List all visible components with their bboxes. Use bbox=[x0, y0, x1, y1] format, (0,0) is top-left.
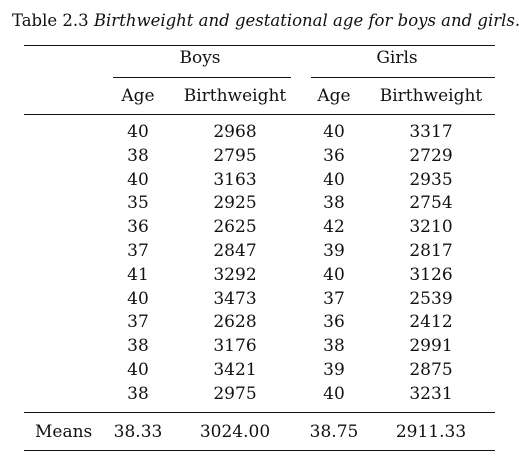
cell-girls-age: 39 bbox=[323, 241, 345, 261]
cell-boys-age: 35 bbox=[127, 193, 149, 214]
cell-boys-birthweight: 2847 bbox=[213, 241, 257, 261]
cell-boys-age: 38 bbox=[127, 336, 149, 357]
means-rule bbox=[24, 412, 495, 413]
cell-girls-birthweight: 3231 bbox=[409, 383, 453, 404]
cell-boys-birthweight: 3163 bbox=[213, 169, 257, 190]
group-header-boys: Boys bbox=[179, 48, 221, 68]
means-girls-age: 38.75 bbox=[309, 422, 359, 442]
cell-girls-birthweight: 2935 bbox=[409, 169, 453, 190]
means-boys-birthweight: 3024.00 bbox=[199, 422, 271, 442]
cell-boys-birthweight: 3473 bbox=[213, 288, 257, 309]
means-boys-age: 38.33 bbox=[113, 422, 163, 442]
cell-boys-birthweight: 2795 bbox=[213, 145, 257, 166]
cell-girls-birthweight: 3210 bbox=[409, 217, 453, 238]
column-header-boys-age: Age bbox=[121, 86, 155, 106]
cell-girls-birthweight: 2817 bbox=[409, 241, 453, 261]
cell-girls-birthweight: 2754 bbox=[409, 193, 453, 214]
column-header-boys-birthweight: Birthweight bbox=[183, 86, 287, 106]
cell-boys-birthweight: 3176 bbox=[213, 336, 257, 357]
column-header-girls-birthweight: Birthweight bbox=[379, 86, 483, 106]
caption-label: Table 2.3 bbox=[12, 11, 89, 30]
cell-girls-age: 38 bbox=[323, 336, 345, 357]
cell-girls-birthweight: 2875 bbox=[409, 360, 453, 380]
cell-girls-age: 40 bbox=[323, 383, 345, 404]
cell-girls-age: 40 bbox=[323, 169, 345, 190]
means-label: Means bbox=[35, 422, 93, 442]
cell-boys-birthweight: 2625 bbox=[213, 217, 257, 238]
cell-boys-birthweight: 2925 bbox=[213, 193, 257, 214]
cell-boys-age: 37 bbox=[127, 312, 149, 333]
cell-girls-age: 37 bbox=[323, 288, 345, 309]
cell-girls-birthweight: 3126 bbox=[409, 264, 453, 285]
cell-boys-age: 40 bbox=[127, 288, 149, 309]
cell-boys-birthweight: 2628 bbox=[213, 312, 257, 333]
cell-girls-birthweight: 3317 bbox=[409, 122, 453, 142]
cell-boys-birthweight: 3421 bbox=[213, 360, 257, 380]
cell-girls-age: 40 bbox=[323, 264, 345, 285]
column-header-girls-age: Age bbox=[317, 86, 351, 106]
cell-boys-age: 41 bbox=[127, 264, 149, 285]
cell-boys-age: 37 bbox=[127, 241, 149, 261]
cell-girls-birthweight: 2539 bbox=[409, 288, 453, 309]
cell-boys-age: 36 bbox=[127, 217, 149, 238]
header-rule bbox=[24, 114, 495, 115]
cell-girls-age: 38 bbox=[323, 193, 345, 214]
cell-girls-age: 40 bbox=[323, 122, 345, 142]
cell-girls-birthweight: 2729 bbox=[409, 145, 453, 166]
boys-group-rule bbox=[113, 77, 291, 78]
caption-text: Birthweight and gestational age for boys… bbox=[93, 11, 519, 30]
cell-boys-age: 40 bbox=[127, 122, 149, 142]
cell-boys-birthweight: 2968 bbox=[213, 122, 257, 142]
cell-girls-age: 39 bbox=[323, 360, 345, 380]
cell-girls-age: 36 bbox=[323, 312, 345, 333]
top-rule bbox=[24, 45, 495, 46]
table-caption: Table 2.3 Birthweight and gestational ag… bbox=[12, 10, 519, 32]
cell-girls-age: 42 bbox=[323, 217, 345, 238]
cell-girls-birthweight: 2412 bbox=[409, 312, 453, 333]
cell-boys-age: 40 bbox=[127, 360, 149, 380]
cell-boys-age: 38 bbox=[127, 383, 149, 404]
girls-group-rule bbox=[311, 77, 495, 78]
cell-girls-age: 36 bbox=[323, 145, 345, 166]
cell-boys-age: 40 bbox=[127, 169, 149, 190]
cell-girls-birthweight: 2991 bbox=[409, 336, 453, 357]
group-header-girls: Girls bbox=[376, 48, 418, 68]
bottom-rule bbox=[24, 450, 495, 451]
means-girls-birthweight: 2911.33 bbox=[395, 422, 467, 442]
cell-boys-birthweight: 2975 bbox=[213, 383, 257, 404]
cell-boys-age: 38 bbox=[127, 145, 149, 166]
cell-boys-birthweight: 3292 bbox=[213, 264, 257, 285]
